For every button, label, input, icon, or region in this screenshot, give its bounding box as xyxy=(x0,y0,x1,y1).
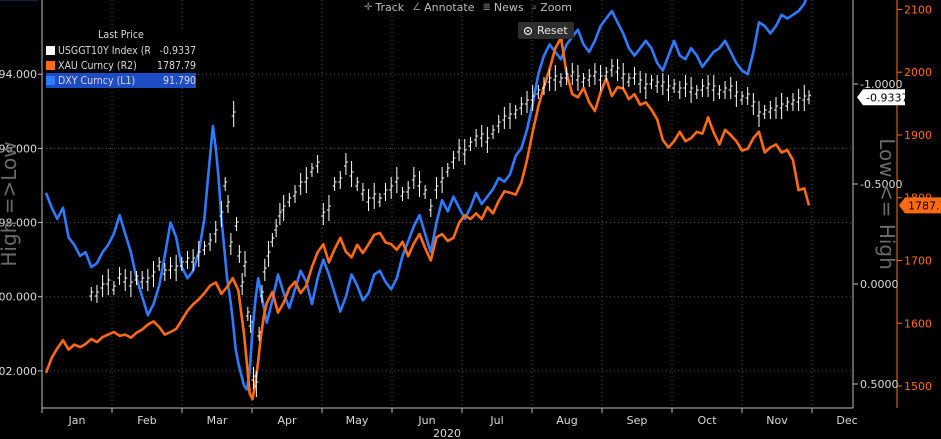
legend-item-value: 91.790 xyxy=(162,74,196,87)
legend-item-name: USGGT10Y Index (R1) xyxy=(58,44,150,57)
chart-toolbar: ✛ Track ∠ Annotate ≣ News ⌕ Zoom xyxy=(364,0,572,14)
crosshair-icon: ✛ xyxy=(364,1,373,13)
left-tick-label: 100.000 xyxy=(0,291,37,304)
legend-item-name: XAU Curncy (R2) xyxy=(58,59,137,72)
x-tick-label: Aug xyxy=(556,414,577,427)
left-tick-label: 98.000 xyxy=(0,217,37,230)
news-icon: ≣ xyxy=(482,1,491,13)
right2-tick-label: 2100 xyxy=(904,3,932,16)
x-tick-label: Mar xyxy=(207,414,228,427)
series-line-xau xyxy=(44,36,811,401)
legend-swatch-white xyxy=(46,46,55,55)
legend-item-value: -0.9337 xyxy=(159,44,196,57)
x-tick-label: Oct xyxy=(697,414,717,427)
pencil-icon: ∠ xyxy=(412,1,422,13)
x-tick-label: Apr xyxy=(277,414,297,427)
legend-swatch-orange xyxy=(46,61,55,70)
x-tick-label: May xyxy=(346,414,369,427)
legend-item-usggt10y[interactable]: USGGT10Y Index (R1) -0.9337 xyxy=(46,43,196,58)
legend: Last Price USGGT10Y Index (R1) -0.9337 X… xyxy=(46,29,196,88)
track-button[interactable]: ✛ Track xyxy=(364,0,404,14)
legend-swatch-blue xyxy=(46,76,55,85)
tag-xau-last-label: 1787.79 xyxy=(908,199,941,212)
annotate-button[interactable]: ∠ Annotate xyxy=(412,0,474,14)
legend-item-dxy[interactable]: DXY Curncy (L1) 91.790 xyxy=(46,73,196,88)
series-line-dxy xyxy=(44,0,808,391)
track-label: Track xyxy=(375,0,405,14)
magnifier-icon: ⌕ xyxy=(531,1,538,13)
right2-tick-label: 1700 xyxy=(904,254,932,267)
legend-item-name: DXY Curncy (L1) xyxy=(58,74,136,87)
left-tick-label: 94.000 xyxy=(0,68,37,81)
legend-title: Last Price xyxy=(98,29,144,41)
legend-item-xau[interactable]: XAU Curncy (R2) 1787.79 xyxy=(46,58,196,73)
right1-tick-label: -0.5000 xyxy=(860,178,902,191)
x-tick-label: Nov xyxy=(766,414,788,427)
right2-tick-label: 1900 xyxy=(904,129,932,142)
x-axis-label: 2020 xyxy=(433,427,461,439)
right2-tick-label: 1600 xyxy=(904,317,932,330)
tag-xau-last: 1787.79 xyxy=(899,197,941,214)
right1-tick-label: 0.0000 xyxy=(860,278,899,291)
right2-tick-label: 1500 xyxy=(904,380,932,393)
news-button[interactable]: ≣ News xyxy=(483,0,524,14)
right1-tick-label: 0.5000 xyxy=(860,378,899,391)
left-axis-title: High =>Low xyxy=(0,141,21,266)
tag-yield-last-shape xyxy=(857,89,905,106)
right-axis-title: Low <= High xyxy=(875,138,899,270)
right1-tick-label: -1.0000 xyxy=(860,78,902,91)
news-label: News xyxy=(493,0,524,14)
zoom-label: Zoom xyxy=(540,0,572,14)
x-tick-label: Jun xyxy=(417,414,435,427)
x-tick-label: Sep xyxy=(627,414,648,427)
series-layer xyxy=(44,0,811,401)
legend-item-value: 1787.79 xyxy=(156,59,196,72)
tag-yield-last-label: -0.9337 xyxy=(866,91,908,104)
annotate-label: Annotate xyxy=(424,0,475,14)
x-tick-label: Feb xyxy=(137,414,156,427)
reset-button[interactable]: Reset xyxy=(518,22,574,39)
left-tick-label: 102.000 xyxy=(0,365,37,378)
tag-yield-last: -0.9337 xyxy=(857,89,908,106)
reset-label: Reset xyxy=(537,24,568,37)
right2-tick-label: 2000 xyxy=(904,66,932,79)
reset-icon xyxy=(524,26,532,35)
zoom-button[interactable]: ⌕ Zoom xyxy=(532,0,572,14)
x-tick-label: Jan xyxy=(68,414,86,427)
x-tick-label: Jul xyxy=(489,414,503,427)
left-tick-label: 96.000 xyxy=(0,142,37,155)
x-tick-label: Dec xyxy=(836,414,857,427)
tag-xau-last-shape xyxy=(899,197,941,214)
